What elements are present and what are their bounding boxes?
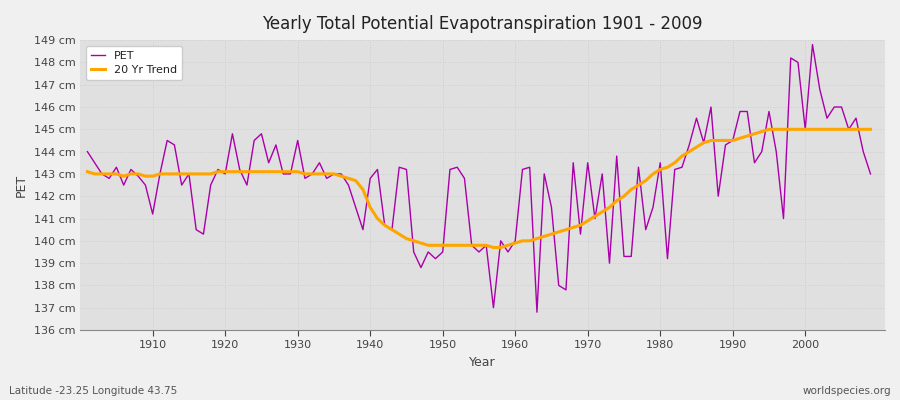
Title: Yearly Total Potential Evapotranspiration 1901 - 2009: Yearly Total Potential Evapotranspiratio… bbox=[262, 15, 703, 33]
PET bbox=[343, 183, 354, 188]
Legend: PET, 20 Yr Trend: PET, 20 Yr Trend bbox=[86, 46, 182, 80]
20 Yr Trend bbox=[82, 169, 93, 174]
Y-axis label: PET: PET bbox=[15, 174, 28, 197]
Line: PET: PET bbox=[87, 44, 870, 312]
PET bbox=[300, 176, 310, 181]
PET bbox=[82, 149, 93, 154]
PET bbox=[604, 261, 615, 266]
20 Yr Trend bbox=[509, 241, 520, 246]
20 Yr Trend bbox=[518, 238, 528, 243]
20 Yr Trend bbox=[604, 205, 615, 210]
X-axis label: Year: Year bbox=[469, 356, 496, 369]
20 Yr Trend bbox=[763, 127, 774, 132]
20 Yr Trend bbox=[343, 176, 354, 181]
PET bbox=[865, 172, 876, 176]
Line: 20 Yr Trend: 20 Yr Trend bbox=[87, 129, 870, 248]
20 Yr Trend bbox=[488, 245, 499, 250]
20 Yr Trend bbox=[300, 172, 310, 176]
20 Yr Trend bbox=[140, 174, 151, 178]
PET bbox=[509, 238, 520, 243]
PET bbox=[807, 42, 818, 47]
Text: worldspecies.org: worldspecies.org bbox=[803, 386, 891, 396]
PET bbox=[532, 310, 543, 314]
PET bbox=[502, 250, 513, 254]
Text: Latitude -23.25 Longitude 43.75: Latitude -23.25 Longitude 43.75 bbox=[9, 386, 177, 396]
20 Yr Trend bbox=[865, 127, 876, 132]
PET bbox=[140, 183, 151, 188]
